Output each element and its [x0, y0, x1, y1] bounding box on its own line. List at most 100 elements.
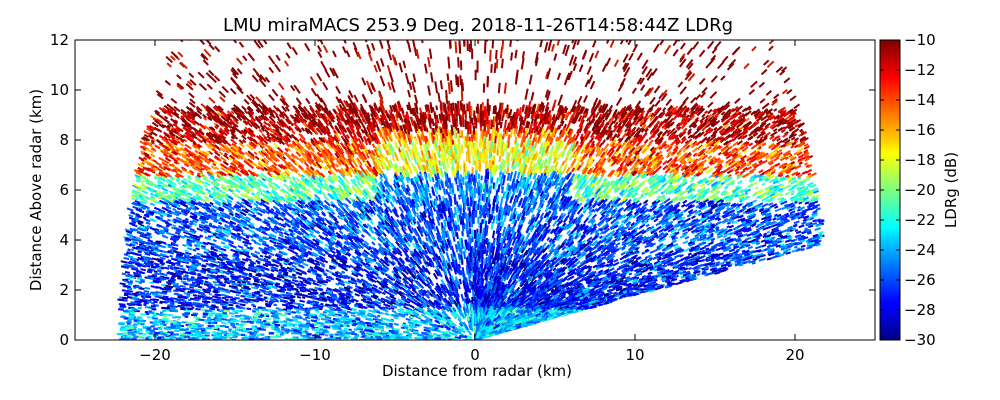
ldr-sample	[138, 281, 143, 285]
ldr-sample	[311, 219, 317, 225]
ldr-sample	[295, 151, 302, 157]
ldr-sample	[520, 165, 524, 171]
ldr-sample	[161, 283, 166, 287]
ldr-sample	[725, 261, 731, 265]
ldr-sample	[254, 155, 260, 161]
ldr-sample	[306, 155, 312, 162]
ldr-sample	[252, 310, 257, 313]
ldr-sample	[208, 293, 213, 296]
ldr-sample	[383, 289, 391, 295]
ldr-sample	[153, 262, 160, 266]
ldr-sample	[402, 322, 407, 325]
ldr-sample	[264, 255, 271, 260]
ldr-sample	[366, 138, 372, 146]
ldr-sample	[588, 247, 593, 252]
ldr-sample	[587, 267, 593, 272]
ldr-sample	[490, 223, 494, 230]
ldr-sample	[371, 143, 376, 149]
ldr-sample	[487, 213, 491, 225]
ldr-sample	[285, 174, 293, 181]
ldr-sample	[301, 296, 306, 299]
ldr-sample	[794, 229, 799, 232]
ldr-sample	[709, 211, 713, 215]
ldr-sample	[431, 176, 435, 183]
ldr-sample	[272, 318, 279, 322]
ldr-sample	[141, 293, 148, 297]
ldr-sample	[448, 158, 452, 165]
ldr-sample	[457, 284, 461, 290]
ldr-sample	[140, 291, 146, 295]
ldr-sample	[707, 257, 715, 262]
ldr-sample	[260, 268, 265, 272]
ldr-sample	[376, 232, 381, 238]
ldr-sample	[129, 280, 134, 283]
ldr-sample	[458, 278, 462, 285]
ldr-sample	[172, 207, 177, 212]
ldr-sample	[172, 224, 177, 228]
ldr-sample	[339, 291, 345, 296]
ldr-sample	[691, 215, 696, 220]
ldr-sample	[145, 221, 151, 225]
ldr-sample	[726, 206, 730, 211]
ldr-sample	[666, 129, 672, 134]
ldr-sample	[775, 154, 781, 160]
ldr-sample	[310, 199, 318, 206]
ldr-sample	[229, 128, 235, 135]
ldr-sample	[724, 263, 729, 267]
ldr-sample	[335, 282, 340, 286]
ldr-sample	[119, 305, 127, 308]
ldr-sample	[286, 288, 292, 292]
ldr-sample	[445, 327, 451, 332]
ldr-sample	[223, 245, 230, 250]
ldr-sample	[134, 216, 140, 221]
ldr-sample	[211, 312, 218, 315]
ldr-sample	[213, 219, 218, 224]
ldr-sample	[779, 216, 787, 221]
ldr-sample	[628, 158, 636, 167]
ldr-sample	[647, 188, 654, 196]
ldr-sample	[183, 163, 190, 168]
ldr-sample	[203, 230, 208, 234]
ldr-sample	[378, 259, 385, 266]
ldr-sample	[171, 246, 179, 251]
ldr-sample	[432, 272, 439, 280]
ldr-sample	[297, 230, 305, 236]
ldr-sample	[139, 271, 145, 275]
ldr-sample	[144, 236, 151, 240]
ldr-sample	[465, 265, 469, 275]
ldr-sample	[315, 318, 321, 321]
ldr-sample	[157, 269, 162, 273]
ldr-sample	[412, 320, 418, 324]
ldr-sample	[777, 233, 783, 237]
ldr-sample	[150, 285, 155, 288]
ldr-sample	[184, 249, 189, 253]
ldr-sample	[438, 113, 442, 121]
ldr-sample	[126, 207, 134, 212]
ldr-sample	[492, 182, 496, 189]
ldr-sample	[354, 293, 360, 297]
ldr-sample	[643, 138, 649, 144]
ldr-sample	[470, 281, 473, 290]
ldr-field	[116, 40, 825, 340]
ldr-sample	[734, 262, 738, 266]
ldr-sample	[716, 158, 722, 164]
ldr-sample	[684, 201, 693, 208]
ldr-sample	[502, 127, 506, 133]
ldr-sample	[210, 165, 217, 171]
ldr-sample	[389, 200, 395, 208]
ldr-sample	[603, 224, 610, 231]
ldr-sample	[222, 227, 227, 231]
ldr-sample	[493, 261, 497, 268]
ldr-sample	[227, 269, 234, 274]
ldr-sample	[275, 307, 280, 310]
ldr-sample	[153, 300, 158, 304]
ldr-sample	[709, 140, 716, 147]
ldr-sample	[720, 111, 726, 116]
ldr-sample	[312, 282, 320, 287]
ldr-sample	[246, 307, 252, 311]
ldr-sample	[739, 214, 744, 219]
ldr-sample	[453, 193, 457, 203]
ldr-sample	[663, 204, 670, 210]
ldr-sample	[130, 248, 135, 252]
